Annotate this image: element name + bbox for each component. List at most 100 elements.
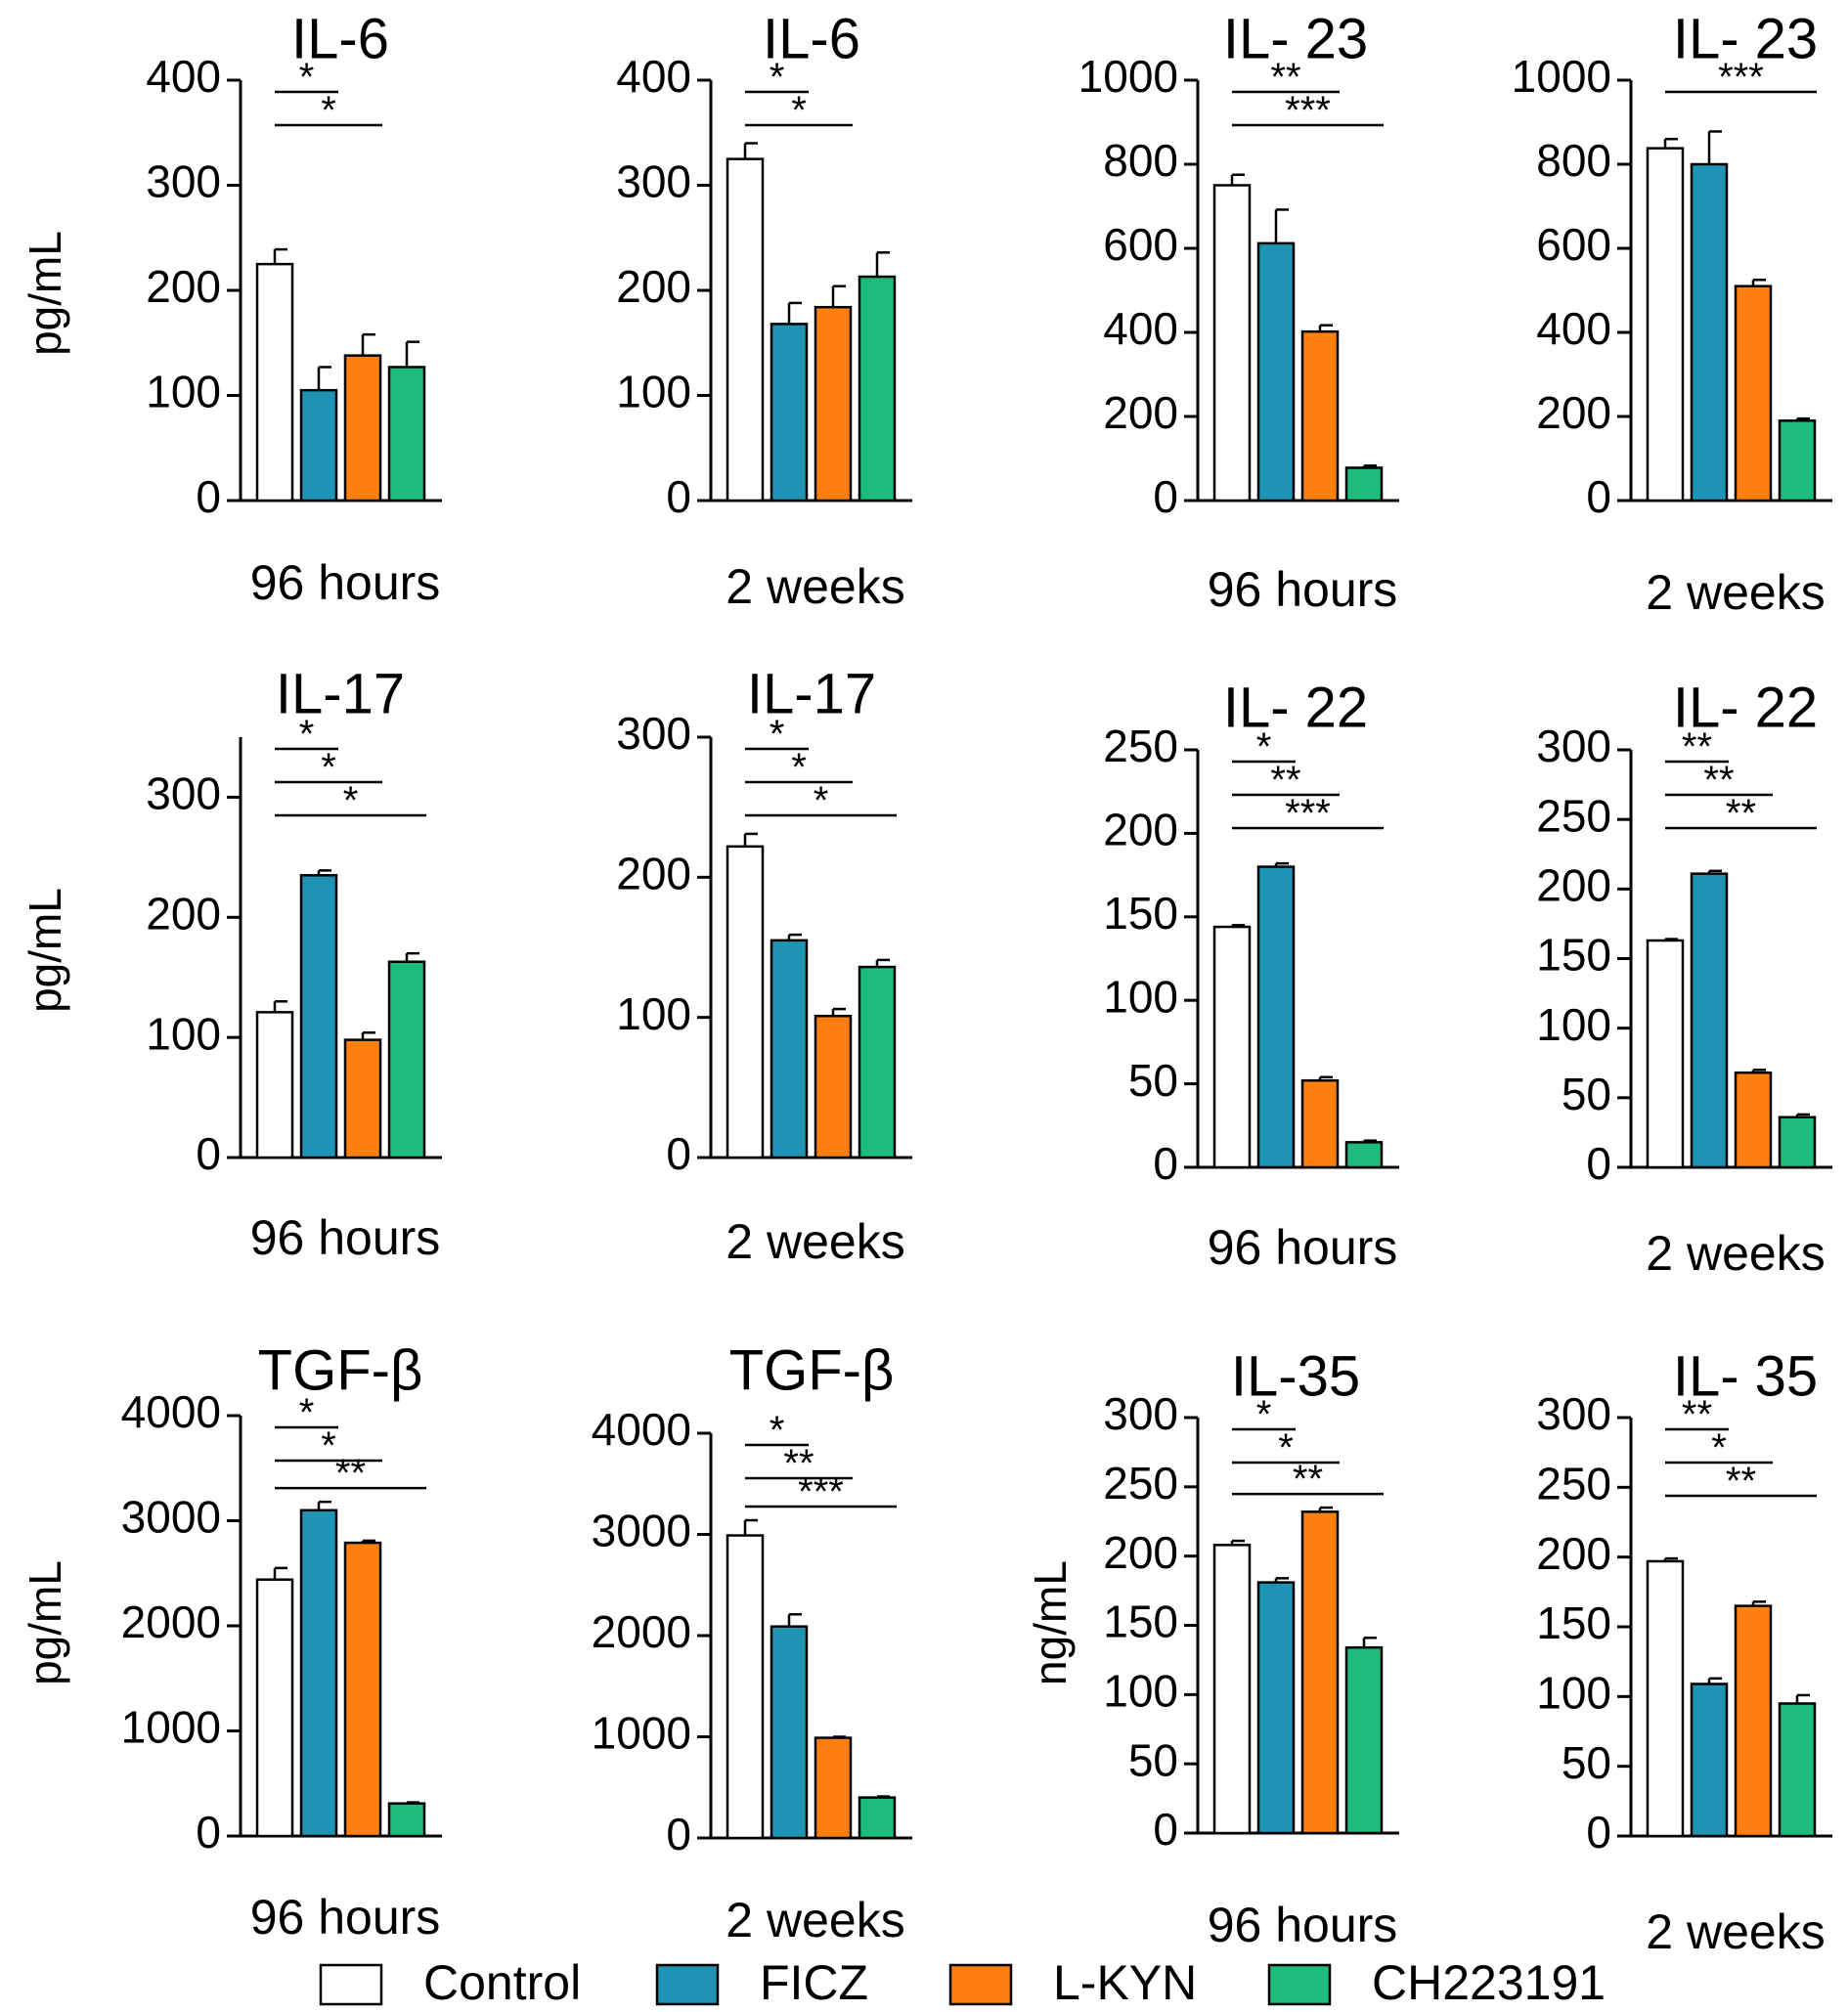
y-tick-label: 50 <box>1128 1734 1178 1785</box>
significance-label: * <box>343 779 359 822</box>
significance-label: ** <box>1726 1460 1756 1503</box>
significance-label: ** <box>1682 725 1712 768</box>
bar-ficz <box>1690 1683 1729 1838</box>
bar-ficz <box>1690 872 1729 1169</box>
y-tick-label: 200 <box>1103 387 1178 438</box>
y-axis-label: ng/mL <box>1025 1560 1076 1685</box>
legend-item-ficz: FICZ <box>655 1955 868 2010</box>
y-tick-label: 200 <box>616 848 691 898</box>
bar-ch223191 <box>387 960 426 1159</box>
chart-title: IL-6 <box>763 7 860 70</box>
bar-l-kyn <box>1734 1071 1773 1169</box>
legend-label: L-KYN <box>1053 1955 1197 2010</box>
y-tick-label: 3000 <box>592 1506 691 1556</box>
bar-control <box>726 157 765 503</box>
bar-l-kyn <box>1734 1604 1773 1838</box>
x-axis-label: 2 weeks <box>726 559 904 614</box>
x-axis-label: 96 hours <box>1208 562 1398 617</box>
significance-label: * <box>791 89 807 132</box>
bar-l-kyn <box>343 354 382 503</box>
legend-label: Control <box>423 1955 581 2010</box>
bar-ficz <box>1256 1581 1296 1835</box>
y-tick-label: 200 <box>146 261 221 312</box>
chart-title: IL-17 <box>276 662 405 725</box>
y-tick-label: 100 <box>146 367 221 417</box>
chart-title: IL- 35 <box>1673 1344 1818 1408</box>
bar-control <box>1646 147 1685 503</box>
bar-control <box>726 845 765 1159</box>
y-tick-label: 0 <box>1586 1807 1611 1858</box>
y-tick-label: 300 <box>146 768 221 819</box>
y-tick-label: 250 <box>1536 790 1611 841</box>
significance-label: * <box>791 746 807 789</box>
x-axis-label: 2 weeks <box>1646 1904 1825 1959</box>
y-tick-label: 250 <box>1103 1458 1178 1509</box>
x-axis-label: 96 hours <box>1208 1898 1398 1952</box>
y-tick-label: 150 <box>1103 888 1178 939</box>
significance-label: * <box>770 1409 785 1452</box>
y-tick-label: 0 <box>1153 471 1178 522</box>
chart-panel-3: IL- 23 0 200 400 600 800 1000 ***** 96 hours <box>1078 7 1399 617</box>
y-tick-label: 100 <box>616 367 691 417</box>
chart-title: IL-6 <box>291 7 389 70</box>
bar-control <box>255 1011 294 1159</box>
significance-label: * <box>1256 1393 1272 1436</box>
significance-label: ** <box>1270 56 1300 99</box>
bar-ch223191 <box>1344 1645 1384 1835</box>
bar-l-kyn <box>814 305 853 503</box>
x-axis-label: 2 weeks <box>1646 565 1825 620</box>
bar-ch223191 <box>858 1796 897 1840</box>
y-tick-label: 100 <box>1536 999 1611 1050</box>
y-tick-label: 0 <box>196 471 221 522</box>
significance-label: * <box>321 1424 336 1467</box>
y-tick-label: 100 <box>146 1008 221 1059</box>
y-tick-label: 250 <box>1536 1458 1611 1509</box>
y-tick-label: 400 <box>1103 303 1178 354</box>
bar-control <box>726 1534 765 1840</box>
y-tick-label: 100 <box>616 988 691 1039</box>
legend-swatch <box>948 1963 1013 2006</box>
chart-title: IL-35 <box>1231 1344 1360 1408</box>
x-axis-label: 96 hours <box>1208 1220 1398 1275</box>
legend-swatch <box>1267 1963 1332 2006</box>
y-tick-label: 0 <box>1153 1804 1178 1855</box>
y-tick-label: 4000 <box>121 1386 221 1437</box>
chart-panel-1: IL-6 0 100 200 300 400 ** 96 hours <box>146 7 442 610</box>
bar-ficz <box>299 1509 338 1838</box>
y-axis-label: pg/mL <box>20 231 70 356</box>
significance-label: * <box>321 89 336 132</box>
bar-l-kyn <box>1300 329 1340 503</box>
x-axis-label: 96 hours <box>250 1210 441 1265</box>
y-tick-label: 200 <box>1536 387 1611 438</box>
significance-label: ** <box>1293 1458 1323 1501</box>
bar-l-kyn <box>1300 1078 1340 1169</box>
y-tick-label: 0 <box>666 1128 691 1179</box>
significance-label: * <box>321 746 336 789</box>
significance-label: * <box>1711 1426 1727 1469</box>
bar-ch223191 <box>858 965 897 1159</box>
bar-ch223191 <box>1344 466 1384 503</box>
y-tick-label: 2000 <box>592 1606 691 1657</box>
y-tick-label: 800 <box>1536 135 1611 186</box>
chart-title: IL-17 <box>747 662 876 725</box>
bar-ch223191 <box>1344 1141 1384 1169</box>
bar-l-kyn <box>814 1014 853 1159</box>
bar-ficz <box>1256 241 1296 503</box>
x-axis-label: 96 hours <box>250 1890 441 1945</box>
bar-ch223191 <box>1778 1115 1817 1169</box>
bar-ficz <box>770 1625 809 1840</box>
bar-control <box>255 1578 294 1838</box>
bar-control <box>1212 1544 1252 1835</box>
y-tick-label: 300 <box>616 708 691 759</box>
significance-label: * <box>299 56 315 99</box>
significance-label: ** <box>783 1442 814 1485</box>
y-tick-label: 100 <box>1103 971 1178 1022</box>
y-tick-label: 300 <box>146 156 221 207</box>
y-tick-label: 200 <box>146 888 221 939</box>
bar-l-kyn <box>1734 284 1773 503</box>
significance-label: *** <box>798 1470 844 1513</box>
significance-label: * <box>770 713 785 756</box>
legend-label: CH223191 <box>1372 1955 1606 2010</box>
